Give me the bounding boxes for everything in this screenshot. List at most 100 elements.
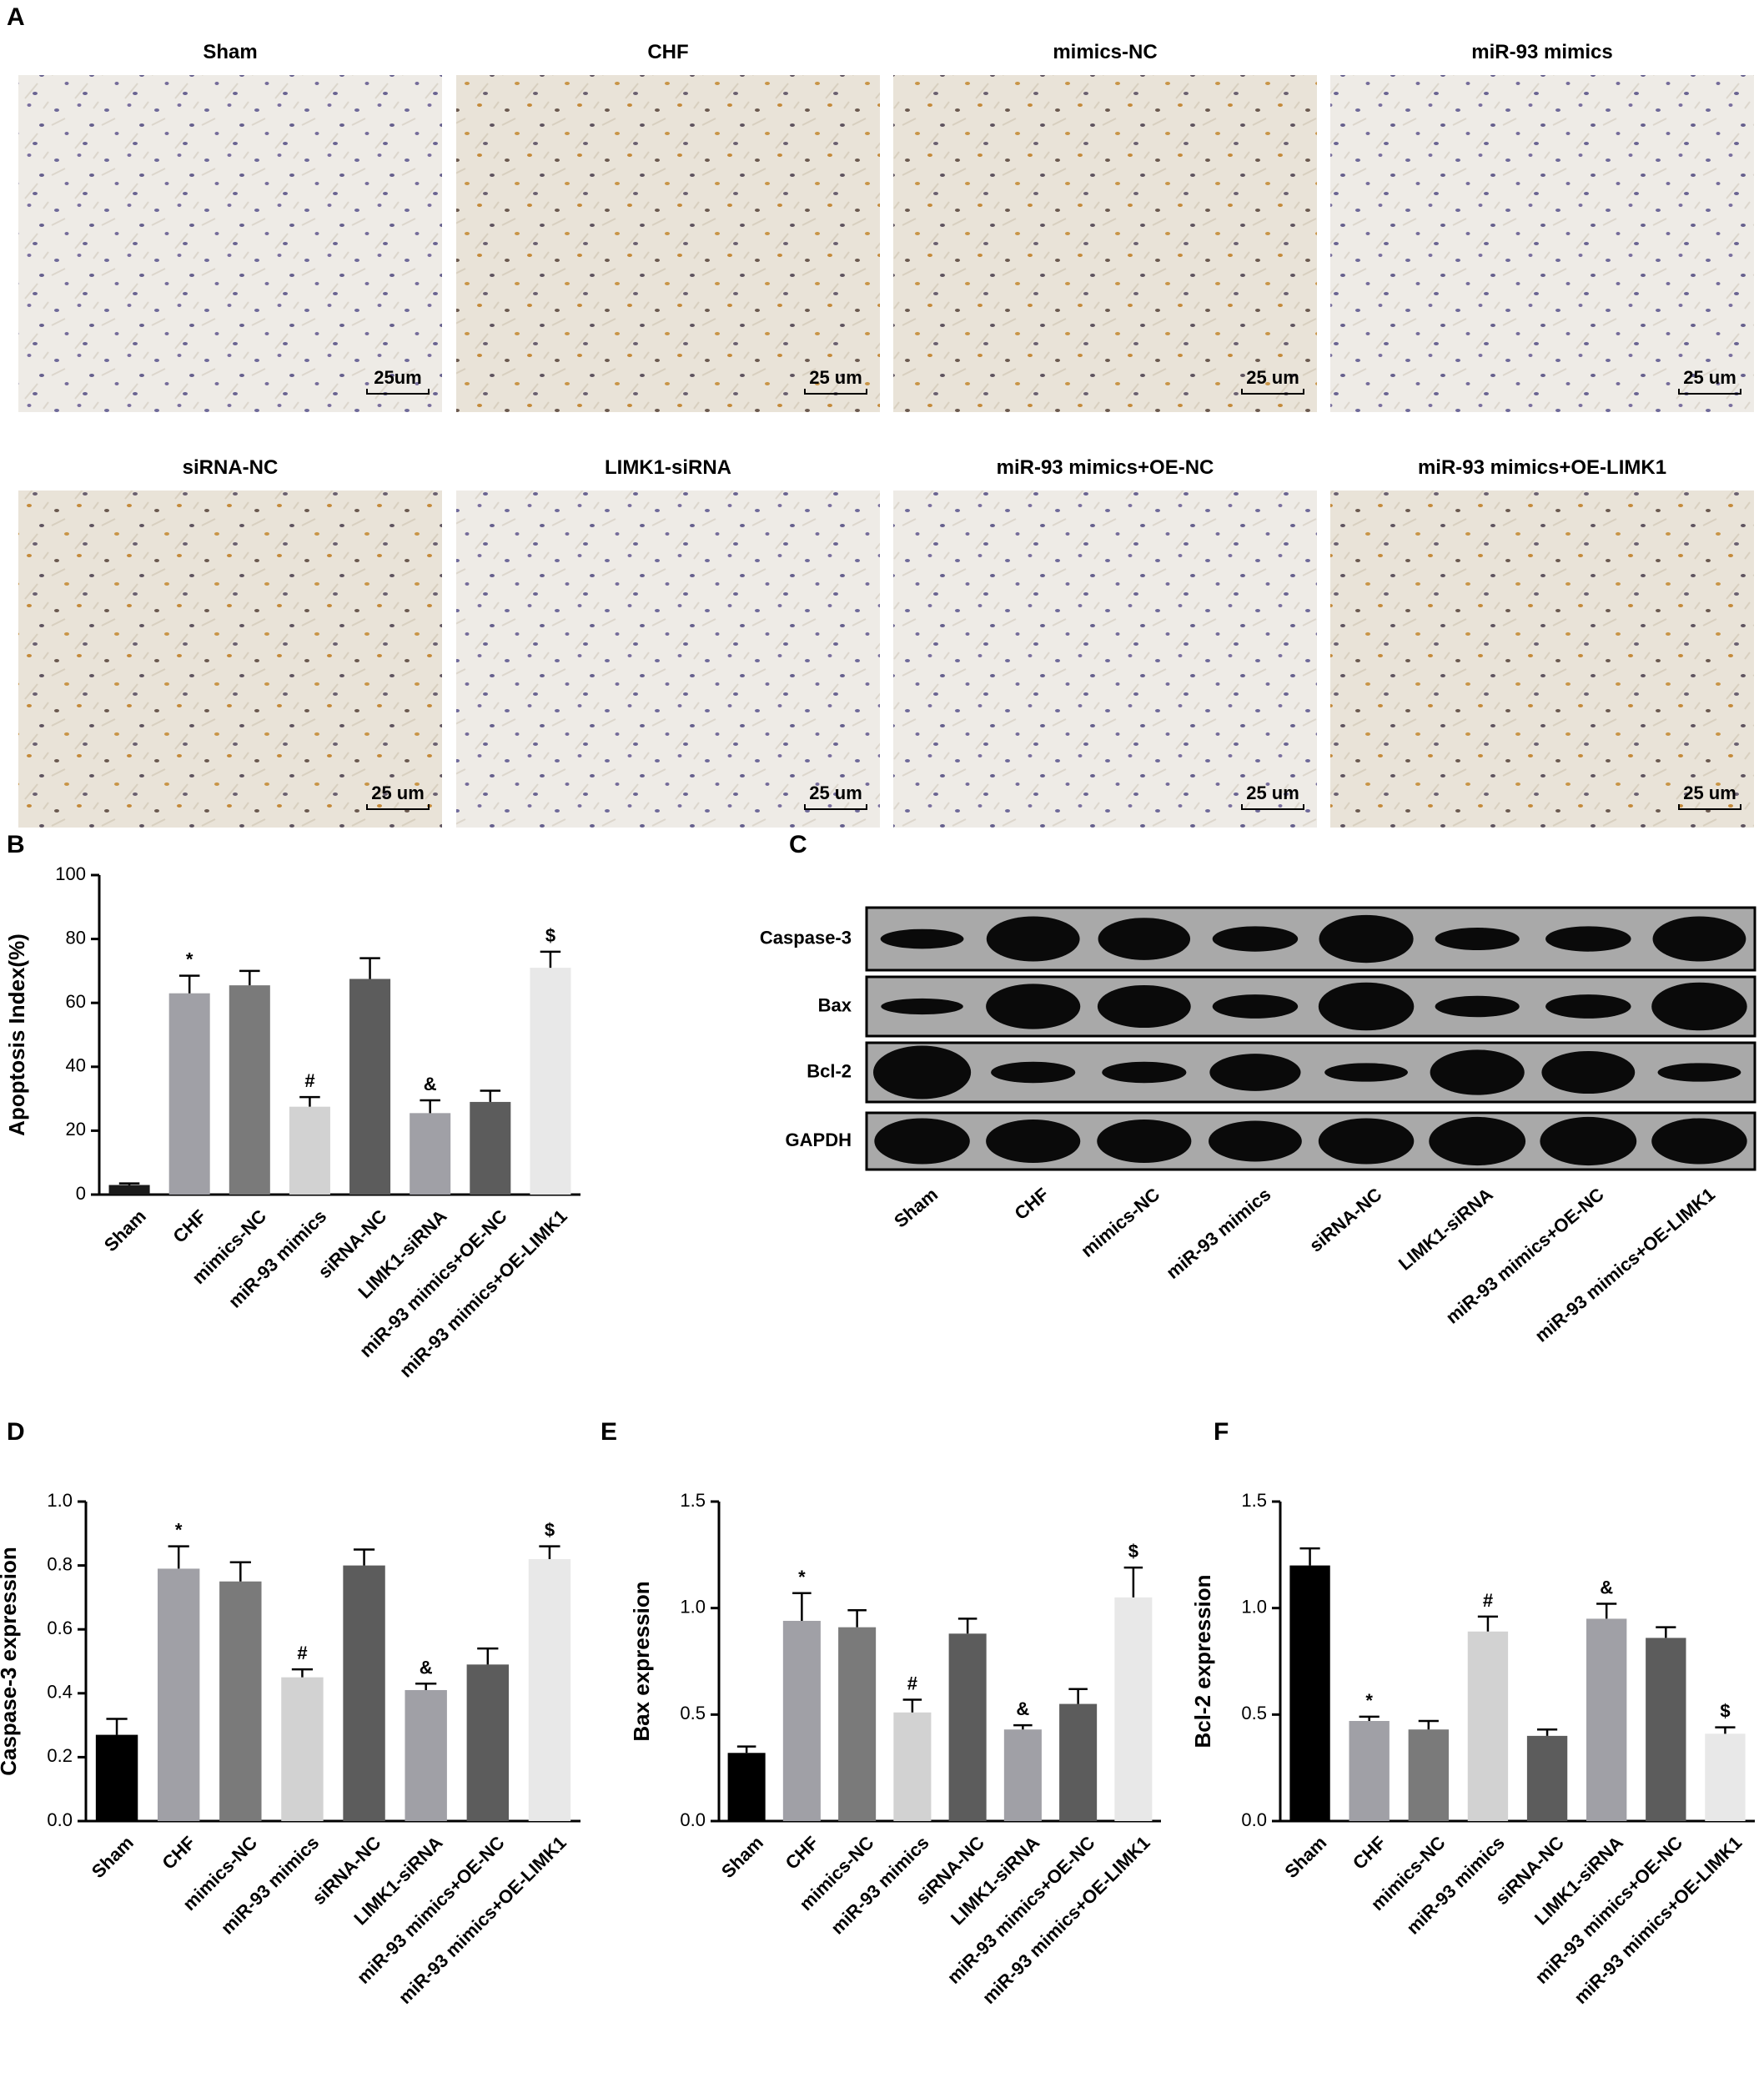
bar [1646,1638,1686,1821]
scale-label: 25 um [1683,782,1736,803]
y-tick-label: 0.8 [47,1553,73,1574]
micrograph [893,491,1317,828]
blot-lane-label: mimics-NC [1077,1184,1163,1261]
blot-band [880,928,964,949]
bar [1289,1565,1330,1821]
y-axis-label: Bax expression [629,1581,654,1741]
significance-marker: * [1365,1690,1373,1711]
error-bar [539,1545,560,1559]
blot-lane-label: miR-93 mimics [1162,1184,1274,1283]
scale-label: 25 um [809,782,862,803]
error-bar [178,974,200,994]
error-bar [106,1718,128,1735]
bar [108,1185,150,1195]
blot-lane-label: CHF [1010,1184,1053,1224]
micrograph-title: siRNA-NC [183,456,279,479]
blot-band [1651,982,1747,1031]
bar [157,1568,200,1821]
significance-marker: * [798,1567,806,1587]
panel-label: E [601,1418,617,1446]
y-tick-label: 60 [66,991,86,1012]
y-axis-label: Caspase-3 expression [0,1547,21,1776]
scale-bar [366,804,430,810]
micrograph [18,75,442,412]
micrograph-title: miR-93 mimics+OE-LIMK1 [1418,456,1666,479]
blot-band [986,916,1080,962]
bar [1408,1729,1449,1821]
y-tick-label: 0.0 [680,1809,706,1830]
error-bar [1013,1723,1033,1730]
blot-band [1541,1050,1636,1094]
y-tick-label: 1.0 [1241,1596,1267,1617]
blot-band [986,1119,1081,1164]
significance-marker: # [1483,1590,1493,1611]
micrograph-title: LIMK1-siRNA [605,456,731,479]
bar [410,1113,451,1195]
scale-bar [804,804,867,810]
micrograph [893,75,1317,412]
scale-bar [366,389,430,395]
blot-band [1545,994,1631,1019]
error-bar [229,1561,251,1582]
significance-marker: & [420,1657,433,1678]
micrograph [18,491,442,828]
blot-band [1209,1120,1302,1162]
bar [343,1565,385,1821]
micrograph-title: mimics-NC [1053,41,1157,63]
panel-label: A [7,3,25,31]
blot-lane-label: miR-93 mimics+OE-LIMK1 [1531,1184,1719,1346]
x-tick-label: Sham [1280,1832,1330,1882]
bar [838,1627,877,1821]
x-tick-label: miR-93 mimics [827,1832,932,1938]
y-tick-label: 1.0 [680,1596,706,1617]
blot-band [874,1118,970,1165]
x-tick-label: Sham [88,1832,138,1882]
blot-lane-label: LIMK1-siRNA [1395,1184,1497,1275]
y-tick-label: 0.2 [47,1745,73,1766]
blot-band [1652,916,1746,962]
blot-band [1429,1116,1526,1166]
scale-bar [1241,804,1304,810]
scale-bar [1678,389,1741,395]
significance-marker: # [907,1673,917,1693]
blot-lane-label: Sham [890,1184,942,1232]
bar [470,1101,511,1195]
panel-label: B [7,831,25,858]
bar [1114,1597,1153,1821]
significance-marker: $ [545,1520,555,1541]
significance-marker: $ [1720,1701,1730,1722]
y-tick-label: 100 [55,863,86,884]
y-tick-label: 0.4 [47,1682,73,1703]
bar [948,1633,987,1821]
micrograph-title: CHF [647,41,688,63]
bar [1586,1618,1627,1821]
bar [893,1712,932,1821]
error-bar [792,1592,812,1621]
bar [1526,1735,1568,1821]
scale-label: 25 um [1683,367,1736,388]
significance-marker: $ [545,925,555,946]
blot-band [1545,926,1631,952]
y-tick-label: 0 [76,1183,86,1204]
bar [405,1689,447,1821]
y-tick-label: 80 [66,927,86,948]
blot-band [1097,984,1191,1029]
error-bar [477,1647,499,1665]
blot-band [881,998,963,1015]
error-bar [736,1745,756,1753]
scale-bar [1678,804,1741,810]
y-tick-label: 40 [66,1055,86,1076]
blot-row-label: Caspase-3 [760,927,852,948]
scale-bar [1241,389,1304,395]
blot-band [872,1045,972,1099]
y-tick-label: 0.0 [47,1809,73,1830]
bar [95,1734,138,1821]
bar [727,1753,766,1821]
error-bar [299,1095,320,1107]
bar [168,993,210,1195]
y-tick-label: 0.6 [47,1618,73,1638]
error-bar [415,1683,437,1690]
blot-band [1212,994,1299,1019]
